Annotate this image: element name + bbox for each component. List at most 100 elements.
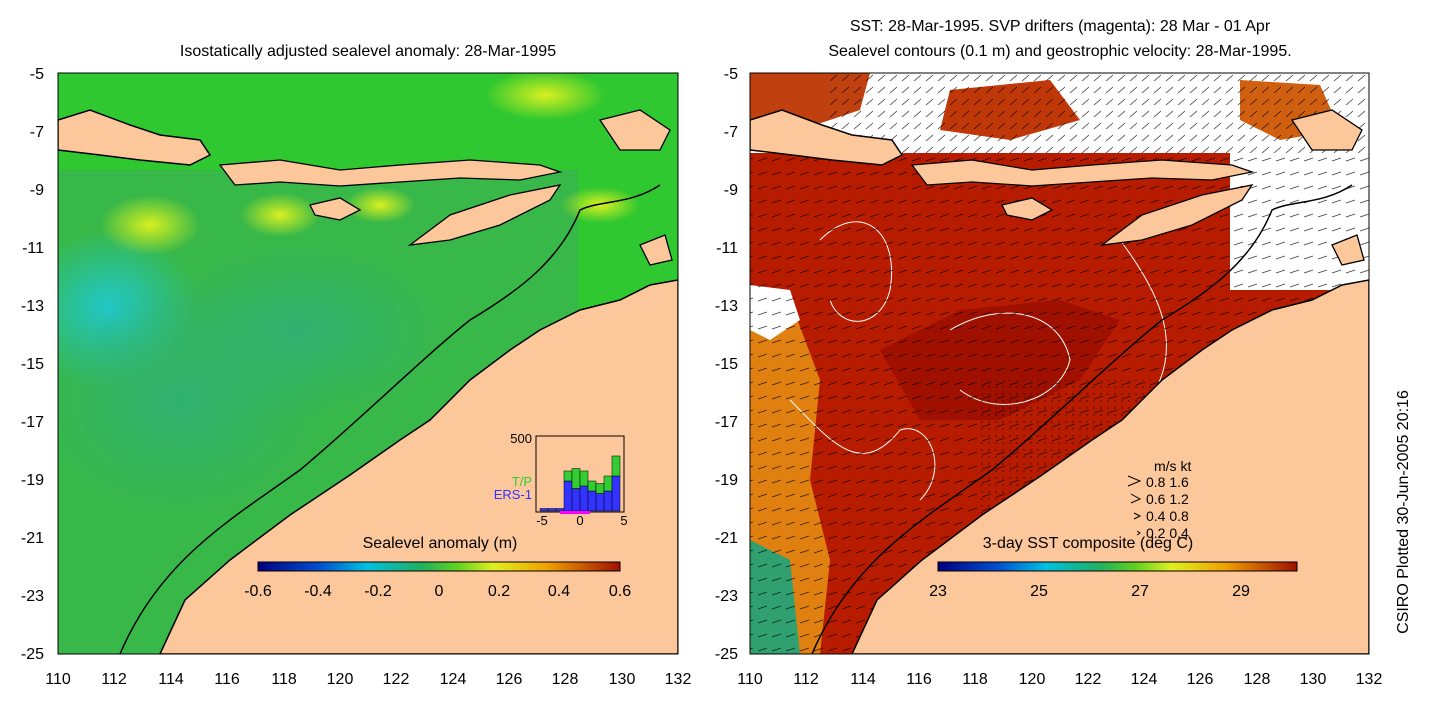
left-x-axis: 110 112 114 116 118 120 122 124 126 128 … bbox=[45, 671, 691, 688]
y-tick-label: -17 bbox=[21, 414, 44, 431]
speed-legend-header: m/s kt bbox=[1154, 458, 1191, 474]
left-colorbar-tick: -0.4 bbox=[304, 583, 332, 600]
inset-bar-ers bbox=[595, 493, 605, 512]
x-tick-label: 112 bbox=[793, 671, 819, 688]
right-y-axis: -5 -7 -9 -11 -13 -15 -17 -19 -21 -23 -25 bbox=[715, 66, 738, 663]
anomaly-high-blob-5 bbox=[560, 187, 640, 223]
inset-bar-ers bbox=[571, 488, 581, 512]
y-tick-label: -13 bbox=[21, 298, 44, 315]
x-tick-label: 124 bbox=[440, 671, 467, 688]
y-tick-label: -19 bbox=[715, 472, 738, 489]
right-tanimbar-island bbox=[1331, 234, 1365, 266]
left-flores-island bbox=[598, 109, 671, 151]
inset-baseline-marker bbox=[560, 511, 590, 514]
left-shelf-contour bbox=[119, 184, 661, 654]
y-tick-label: -9 bbox=[30, 182, 44, 199]
track-count-inset: 500 T/P ERS-1 -5 0 5 bbox=[494, 431, 628, 528]
left-colorbar-label: Sealevel anomaly (m) bbox=[363, 535, 518, 552]
anomaly-high-blob-2 bbox=[240, 193, 320, 237]
y-tick-label: -11 bbox=[22, 240, 44, 257]
left-tanimbar-island bbox=[639, 234, 673, 266]
y-tick-label: -11 bbox=[716, 240, 738, 257]
y-tick-label: -5 bbox=[724, 66, 738, 83]
x-tick-label: 120 bbox=[327, 671, 354, 688]
right-java-island bbox=[750, 109, 904, 166]
x-tick-label: 122 bbox=[383, 671, 410, 688]
right-colorbar-ramp bbox=[937, 561, 1298, 572]
speed-arrow-icon bbox=[1127, 475, 1142, 487]
right-colorbar-tick: 25 bbox=[1030, 583, 1048, 600]
right-lesser-sunda-islands bbox=[910, 159, 1255, 187]
right-timor-island bbox=[1099, 184, 1254, 246]
inset-legend-tp: T/P bbox=[512, 474, 532, 489]
x-tick-label: 128 bbox=[552, 671, 579, 688]
inset-bar-tp bbox=[587, 480, 597, 492]
anomaly-high-blob-4 bbox=[345, 187, 415, 223]
y-tick-label: -25 bbox=[21, 646, 44, 663]
speed-legend-row: 0.4 0.8 bbox=[1146, 508, 1189, 524]
right-colorbar-label: 3-day SST composite (deg C) bbox=[983, 535, 1193, 552]
left-colorbar-tick: 0.4 bbox=[548, 583, 570, 600]
inset-x-tick: 5 bbox=[620, 513, 627, 528]
velocity-speed-legend: m/s kt 0.8 1.6 0.6 1.2 0.4 0.8 0.2 0.4 bbox=[1127, 458, 1191, 541]
inset-bar-ers bbox=[539, 508, 549, 512]
left-map-panel bbox=[58, 73, 678, 654]
right-flores-island bbox=[1290, 109, 1363, 151]
x-tick-label: 110 bbox=[737, 671, 763, 688]
y-tick-label: -9 bbox=[724, 182, 738, 199]
x-tick-label: 112 bbox=[101, 671, 127, 688]
y-tick-label: -23 bbox=[715, 588, 738, 605]
y-tick-label: -23 bbox=[21, 588, 44, 605]
csiro-credit-label: CSIRO Plotted 30-Jun-2005 20:16 bbox=[1395, 390, 1412, 634]
inset-x-tick: 0 bbox=[576, 513, 583, 528]
inset-bar-ers bbox=[587, 490, 597, 512]
left-colorbar-tick: 0.2 bbox=[488, 583, 510, 600]
right-sumba-island bbox=[1001, 197, 1054, 221]
speed-legend-row: 0.8 1.6 bbox=[1146, 474, 1189, 490]
anomaly-high-blob bbox=[100, 195, 200, 255]
x-tick-label: 130 bbox=[609, 671, 636, 688]
inset-x-tick: -5 bbox=[536, 513, 548, 528]
y-tick-label: -13 bbox=[715, 298, 738, 315]
x-tick-label: 116 bbox=[214, 671, 240, 688]
x-tick-label: 124 bbox=[1131, 671, 1158, 688]
inset-y-tick: 500 bbox=[510, 431, 532, 446]
y-tick-label: -15 bbox=[21, 356, 44, 373]
inset-bars bbox=[539, 455, 621, 512]
inset-bar-tp bbox=[571, 468, 581, 489]
speed-legend-row: 0.2 0.4 bbox=[1146, 525, 1189, 541]
x-tick-label: 118 bbox=[271, 671, 297, 688]
x-tick-label: 120 bbox=[1019, 671, 1046, 688]
speed-arrow-icon bbox=[1136, 530, 1141, 536]
x-tick-label: 110 bbox=[45, 671, 71, 688]
right-colorbar: 3-day SST composite (deg C) 23 25 27 29 bbox=[929, 535, 1298, 600]
left-australia-land bbox=[159, 279, 678, 654]
y-tick-label: -19 bbox=[21, 472, 44, 489]
y-tick-label: -7 bbox=[30, 124, 44, 141]
y-tick-label: -21 bbox=[715, 530, 738, 547]
right-map-frame bbox=[749, 72, 1370, 655]
right-colorbar-tick: 23 bbox=[929, 583, 947, 600]
left-y-axis: -5 -7 -9 -11 -13 -15 -17 -19 -21 -23 -25 bbox=[21, 66, 44, 663]
inset-legend-ers: ERS-1 bbox=[494, 487, 532, 502]
left-lesser-sunda-islands bbox=[218, 159, 563, 187]
speed-legend-row: 0.6 1.2 bbox=[1146, 491, 1189, 507]
x-tick-label: 114 bbox=[850, 671, 876, 688]
right-australia-land bbox=[851, 279, 1369, 654]
x-tick-label: 126 bbox=[1187, 671, 1214, 688]
right-colorbar-tick: 29 bbox=[1232, 583, 1250, 600]
left-colorbar-tick: -0.2 bbox=[364, 583, 392, 600]
right-x-axis: 110 112 114 116 118 120 122 124 126 128 … bbox=[737, 671, 1382, 688]
inset-bar-ers bbox=[547, 508, 557, 512]
left-sumba-island bbox=[309, 197, 362, 221]
inset-bar-tp bbox=[611, 455, 621, 477]
speed-arrow-icon bbox=[1133, 512, 1142, 520]
right-panel-title-line1: SST: 28-Mar-1995. SVP drifters (magenta)… bbox=[850, 18, 1271, 35]
inset-bar-ers bbox=[563, 480, 573, 512]
x-tick-label: 122 bbox=[1075, 671, 1102, 688]
x-tick-label: 132 bbox=[1356, 671, 1383, 688]
x-tick-label: 126 bbox=[496, 671, 523, 688]
x-tick-label: 128 bbox=[1244, 671, 1271, 688]
x-tick-label: 114 bbox=[158, 671, 184, 688]
